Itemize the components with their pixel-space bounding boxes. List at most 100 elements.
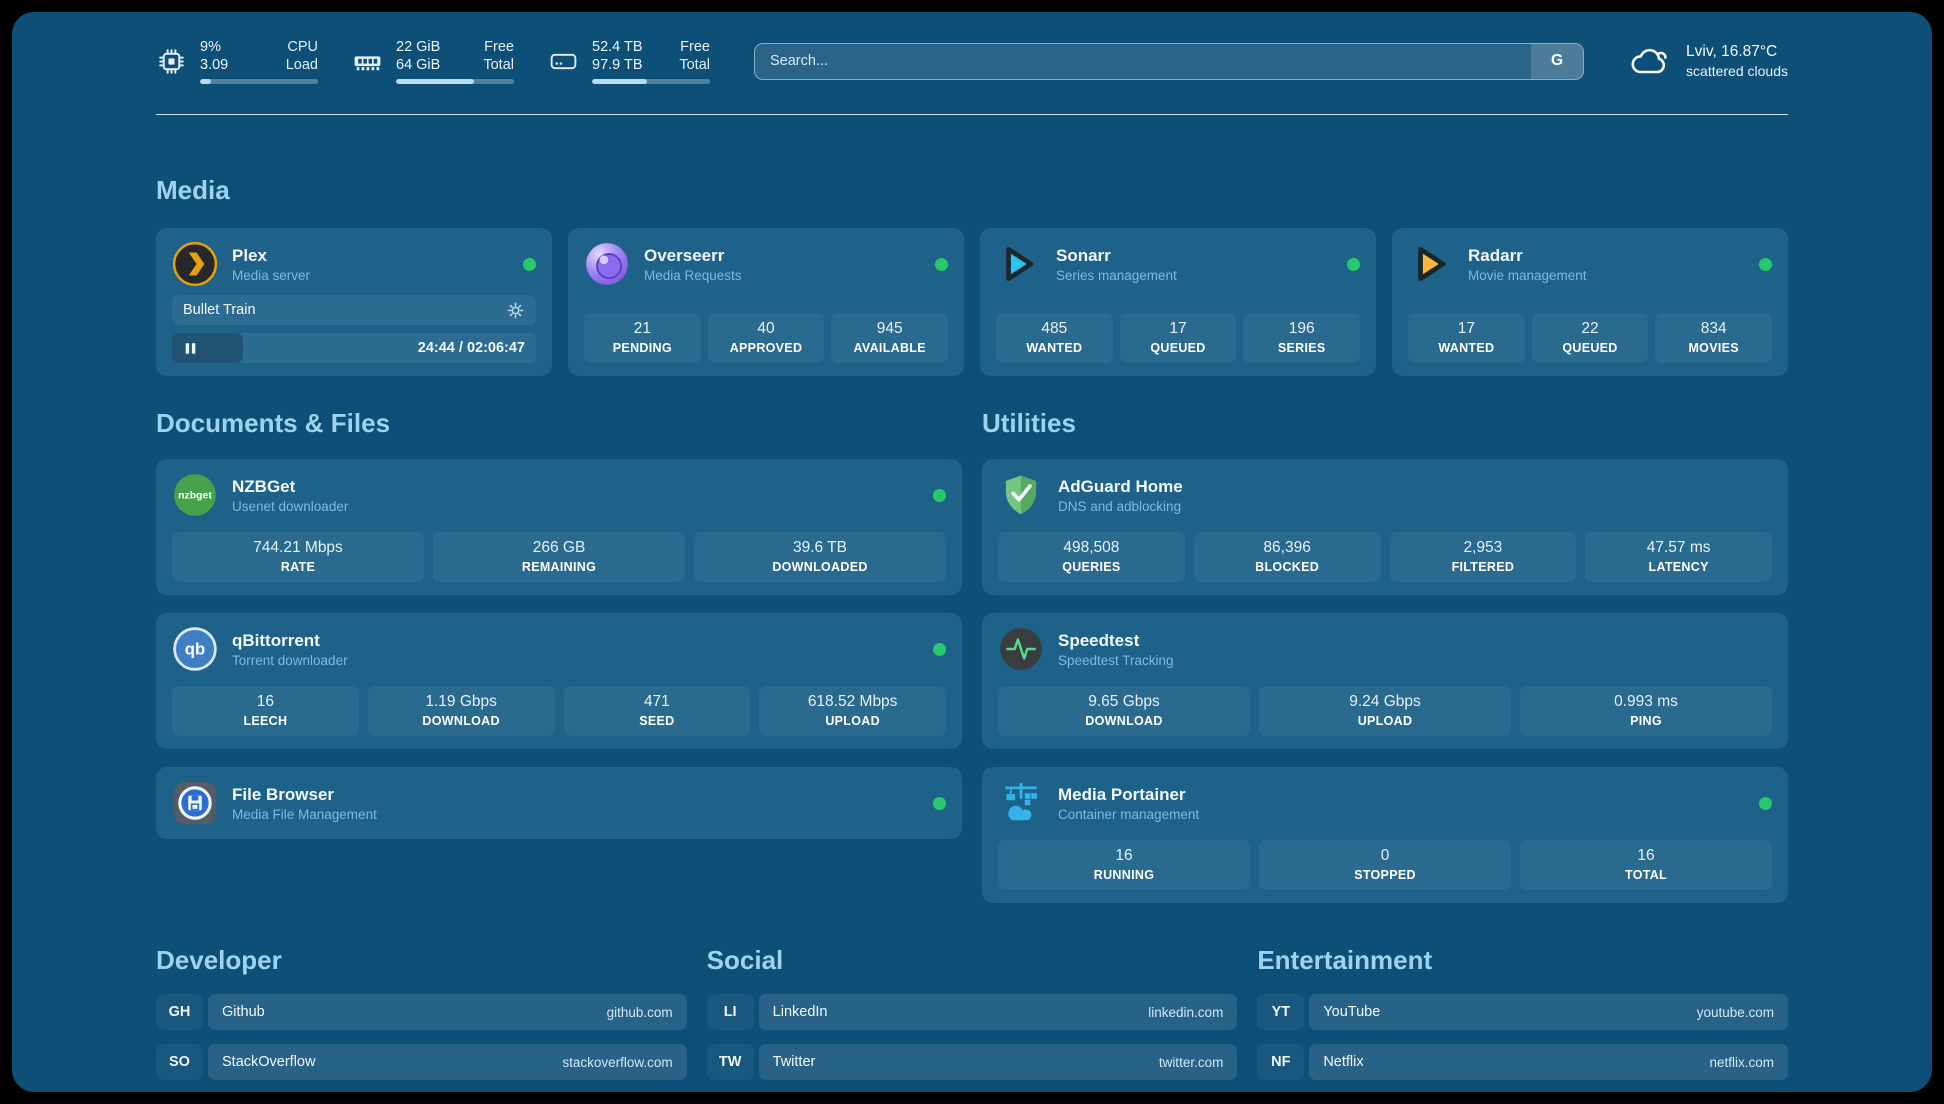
app-title: Overseerr [644, 246, 725, 265]
app-card-file-browser[interactable]: File Browser Media File Management [156, 767, 962, 839]
section-title-utilities: Utilities [982, 408, 1076, 438]
app-card-media-portainer[interactable]: Media Portainer Container management 16 RUN… [982, 767, 1788, 903]
stat-value: 22 GiB [396, 39, 441, 55]
app-card-header: Plex Media server [172, 241, 536, 287]
link-tag: TW [706, 1044, 754, 1080]
gear-icon[interactable] [506, 301, 525, 320]
section-title-documents: Documents & Files [156, 408, 391, 438]
usage-progress [200, 79, 318, 84]
app-card-sonarr[interactable]: Sonarr Series management 485 WANTED 17 QUEUED… [980, 228, 1376, 376]
plex-icon [172, 241, 218, 287]
section-title-entertainment: Entertainment [1257, 945, 1433, 975]
link-row-twitter[interactable]: TW Twitter twitter.com [706, 1044, 1238, 1080]
section-title-media: Media [156, 175, 230, 205]
link-name: Netflix [1323, 1054, 1364, 1070]
usage-progress [592, 79, 710, 84]
cpu-icon [156, 46, 187, 77]
system-stat-row: 64 GiB Total [396, 56, 514, 74]
stat-value: 834 [1700, 320, 1727, 337]
stat-label: REMAINING [521, 560, 597, 574]
app-card-nzbget[interactable]: nzbget NZBGet Usenet downloader 744.21 Mbps… [156, 459, 962, 595]
app-title: Sonarr [1056, 246, 1111, 265]
stat-label: Load [285, 57, 318, 73]
link-domain: youtube.com [1696, 1004, 1774, 1020]
stat-label: Free [680, 39, 710, 55]
cloud-icon [1628, 44, 1672, 78]
stat-label: RUNNING [1093, 868, 1155, 882]
stat-label: WANTED [1026, 341, 1083, 355]
link-row-youtube[interactable]: YT YouTube youtube.com [1257, 994, 1788, 1030]
stat-value: 40 [757, 320, 775, 337]
status-dot-online [1759, 257, 1772, 271]
stat-value: 16 [1637, 847, 1655, 864]
link-domain: twitter.com [1158, 1054, 1224, 1070]
link-row-netflix[interactable]: NF Netflix netflix.com [1257, 1044, 1788, 1080]
top-bar: 9% CPU 3.09 Load 22 GiB Free 64 GiB Total 52.4 T… [156, 34, 1788, 88]
link-row-stackoverflow[interactable]: SO StackOverflow stackoverflow.com [156, 1044, 687, 1080]
stat-value: 16 [256, 693, 274, 710]
system-stat-memory: 22 GiB Free 64 GiB Total [352, 38, 514, 84]
stat-value: 17 [1169, 320, 1187, 337]
app-stats-row: 9.65 Gbps DOWNLOAD 9.24 Gbps UPLOAD 0.993 ms… [998, 686, 1772, 736]
app-stats-row: 17 WANTED 22 QUEUED 834 MOVIES [1408, 301, 1773, 363]
pause-icon[interactable] [183, 341, 198, 356]
stat-label: Total [679, 57, 710, 73]
stat-pending: 21 PENDING [584, 313, 701, 363]
search-input[interactable] [755, 43, 1532, 79]
link-tag: GH [156, 994, 203, 1030]
weather-condition: scattered clouds [1686, 63, 1788, 79]
stat-label: PENDING [612, 341, 672, 355]
stat-label: UPLOAD [825, 714, 880, 728]
stat-available: 945 AVAILABLE [831, 313, 949, 363]
link-domain: linkedin.com [1148, 1004, 1224, 1020]
link-tag: SO [156, 1044, 203, 1080]
link-group-social: Social LI LinkedIn linkedin.com TW Twitter twi… [706, 945, 1238, 1080]
ram-icon [352, 46, 383, 77]
stat-ping: 0.993 ms PING [1520, 686, 1772, 736]
stat-leech: 16 LEECH [172, 686, 359, 736]
now-playing-title: Bullet Train [183, 302, 256, 318]
app-card-radarr[interactable]: Radarr Movie management 17 WANTED 22 QUEUED 83… [1392, 228, 1788, 376]
app-card-speedtest[interactable]: Speedtest Speedtest Tracking 9.65 Gbps DOWN… [982, 613, 1788, 749]
stat-queued: 22 QUEUED [1531, 313, 1649, 363]
section-title-developer: Developer [156, 945, 282, 975]
link-name: LinkedIn [772, 1004, 828, 1020]
stat-value: 9% [200, 39, 221, 55]
app-card-adguard-home[interactable]: AdGuard Home DNS and adblocking 498,508 QUE… [982, 459, 1788, 595]
app-title: qBittorrent [232, 631, 320, 650]
stat-downloaded: 39.6 TB DOWNLOADED [694, 532, 946, 582]
link-row-linkedin[interactable]: LI LinkedIn linkedin.com [706, 994, 1238, 1030]
app-subtitle: Media File Management [232, 807, 377, 822]
link-group-developer: Developer GH Github github.com SO StackOverfl… [156, 945, 687, 1092]
app-card-header: AdGuard Home DNS and adblocking [998, 472, 1772, 518]
stat-label: QUEUED [1150, 341, 1206, 355]
system-stat-body: 9% CPU 3.09 Load [200, 38, 318, 84]
radarr-icon [1408, 241, 1454, 287]
stat-value: 16 [1115, 847, 1133, 864]
app-card-qbittorrent[interactable]: qb qBittorrent Torrent downloader 16 LEECH 1.… [156, 613, 962, 749]
link-bar: StackOverflow stackoverflow.com [208, 1044, 687, 1080]
stat-label: DOWNLOAD [1085, 714, 1163, 728]
app-title: Plex [232, 246, 267, 265]
app-card-overseerr[interactable]: Overseerr Media Requests 21 PENDING 40 APPROV… [568, 228, 964, 376]
stat-latency: 47.57 ms LATENCY [1585, 532, 1772, 582]
filebrowser-icon [172, 780, 218, 826]
link-row-github[interactable]: GH Github github.com [156, 994, 687, 1030]
svg-text:nzbget: nzbget [178, 491, 212, 502]
system-stat-row: 97.9 TB Total [592, 56, 710, 74]
app-card-header: Radarr Movie management [1408, 241, 1772, 287]
link-group-entertainment: Entertainment YT YouTube youtube.com NF Netfl… [1257, 945, 1788, 1092]
search-engine-button[interactable]: G [1531, 43, 1584, 79]
link-sections: Developer GH Github github.com SO StackOverfl… [156, 945, 1788, 1092]
system-stat-storage: 52.4 TB Free 97.9 TB Total [548, 38, 710, 84]
app-card-titles: Plex Media server [232, 245, 310, 283]
app-card-titles: qBittorrent Torrent downloader [232, 630, 348, 668]
stat-value: 9.24 Gbps [1349, 693, 1421, 710]
stat-download: 9.65 Gbps DOWNLOAD [998, 686, 1250, 736]
stat-seed: 471 SEED [563, 686, 751, 736]
app-subtitle: Series management [1056, 268, 1177, 283]
app-card-plex[interactable]: Plex Media server Bullet Train 24:44 / 02:0… [156, 228, 552, 376]
middle-columns: Documents & Files nzbget NZBGet Usenet dow… [156, 408, 1788, 903]
stat-label: SEED [639, 714, 675, 728]
now-playing-row: Bullet Train [172, 295, 536, 325]
